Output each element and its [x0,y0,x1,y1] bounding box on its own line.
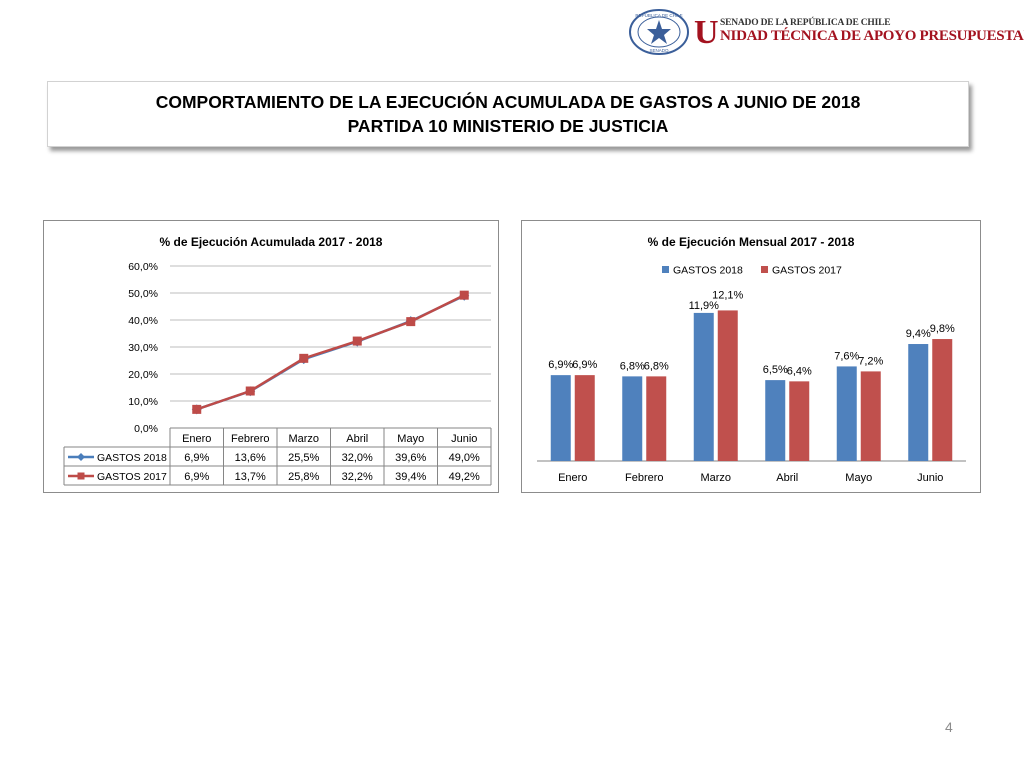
header-brand: REPÚBLICA DE CHILE SENADO U SENADO DE LA… [628,8,1024,56]
chart2-x-tick-label: Mayo [845,472,872,484]
chart2-legend-label: GASTOS 2017 [772,265,842,277]
chart1-series-name: GASTOS 2018 [97,452,167,464]
chart2-legend-swatch [662,266,669,273]
chart1-table-value: 6,9% [184,471,209,483]
chart2-bar-2018 [693,312,714,461]
cumulative-line-chart: % de Ejecución Acumulada 2017 - 2018 0,0%… [43,220,499,493]
chart2-legend-swatch [761,266,768,273]
chart1-table-value: 32,2% [342,471,373,483]
chart2-data-label: 9,8% [930,323,955,335]
seal-text-bottom: SENADO [649,48,669,53]
chart1-x-tick-label: Febrero [231,433,270,445]
chart1-x-tick-label: Enero [182,433,211,445]
chart2-x-tick-label: Febrero [625,472,664,484]
chart2-data-label: 9,4% [906,328,931,340]
chart2-data-label: 6,4% [787,365,812,377]
chart1-table-value: 39,4% [395,471,426,483]
chart1-y-tick-label: 30,0% [128,342,158,354]
chart1-point-marker [299,353,309,363]
chart1-point-marker [192,404,202,414]
brand-initial: U [694,14,719,51]
chart2-bar-2017 [574,375,595,461]
seal-text-top: REPÚBLICA DE CHILE [635,12,682,18]
chart1-table-value: 6,9% [184,452,209,464]
chart1-series-line-2018 [196,294,465,411]
title-line-1: COMPORTAMIENTO DE LA EJECUCIÓN ACUMULADA… [155,92,861,112]
chart2-x-tick-label: Abril [776,472,798,484]
chart1-table-value: 49,0% [449,452,480,464]
chart1-x-tick-label: Abril [346,433,368,445]
chart2-x-tick-label: Enero [558,472,587,484]
chart1-point-marker [459,290,469,300]
chart1-point-marker [352,336,362,346]
chart1-y-tick-label: 60,0% [128,261,158,273]
chart1-table-value: 49,2% [449,471,480,483]
chart2-bar-2017 [789,381,810,461]
chart1-series-line-2017 [196,294,465,411]
chart2-x-tick-label: Junio [917,472,943,484]
chart1-table-value: 13,6% [235,452,266,464]
chart2-data-label: 7,2% [858,355,883,367]
chart1-table-value: 25,5% [288,452,319,464]
cumulative-chart-svg: % de Ejecución Acumulada 2017 - 2018 0,0%… [63,235,492,486]
chart2-bar-2018 [765,380,786,461]
chart2-data-label: 6,9% [548,359,573,371]
chart2-x-tick-label: Marzo [700,472,731,484]
chart2-data-label: 6,8% [620,360,645,372]
chart1-table-value: 39,6% [395,452,426,464]
chart2-legend-label: GASTOS 2018 [673,265,743,277]
page-number: 4 [945,719,953,735]
chart2-bar-2018 [622,376,643,461]
chart1-x-tick-label: Marzo [288,433,319,445]
brand-unit-name: NIDAD TÉCNICA DE APOYO PRESUPUESTARIO [720,28,1024,44]
chart1-point-marker [245,386,255,396]
chart2-data-label: 7,6% [834,350,859,362]
chart1-y-tick-label: 0,0% [134,423,158,435]
chart1-series-name: GASTOS 2017 [97,471,167,483]
chart1-y-tick-label: 40,0% [128,315,158,327]
chart1-x-tick-label: Junio [451,433,477,445]
chart1-table-legend-marker [77,453,85,461]
chart2-data-label: 6,5% [763,364,788,376]
chart2-bar-2017 [646,376,667,461]
chart2-bar-2017 [860,371,881,461]
brand-senate-name: SENADO DE LA REPÚBLICA DE CHILE [720,18,891,28]
monthly-bar-chart: % de Ejecución Mensual 2017 - 2018 GASTOS… [521,220,981,493]
chart2-data-label: 6,9% [572,359,597,371]
chart2-data-label: 12,1% [712,289,743,301]
chart1-table-value: 13,7% [235,471,266,483]
chart2-bar-2017 [717,310,738,461]
title-line-2: PARTIDA 10 MINISTERIO DE JUSTICIA [347,116,669,136]
senate-seal-icon: REPÚBLICA DE CHILE SENADO [629,9,689,55]
chart2-data-label: 6,8% [644,360,669,372]
chart1-table-value: 32,0% [342,452,373,464]
monthly-chart-svg: % de Ejecución Mensual 2017 - 2018 GASTOS… [537,235,966,484]
slide-title: COMPORTAMIENTO DE LA EJECUCIÓN ACUMULADA… [47,81,969,147]
chart1-point-marker [406,317,416,327]
chart2-bar-2017 [932,339,953,461]
chart1-table-legend-marker [77,472,85,480]
chart1-title: % de Ejecución Acumulada 2017 - 2018 [160,235,383,249]
chart1-table-value: 25,8% [288,471,319,483]
chart1-x-tick-label: Mayo [397,433,424,445]
chart1-y-tick-label: 10,0% [128,396,158,408]
chart2-bar-2018 [836,366,857,461]
chart2-bar-2018 [550,375,571,461]
chart1-y-tick-label: 20,0% [128,369,158,381]
chart2-bar-2018 [908,344,929,461]
chart1-y-tick-label: 50,0% [128,288,158,300]
chart2-title: % de Ejecución Mensual 2017 - 2018 [648,235,855,249]
chart2-data-label: 11,9% [689,300,720,312]
